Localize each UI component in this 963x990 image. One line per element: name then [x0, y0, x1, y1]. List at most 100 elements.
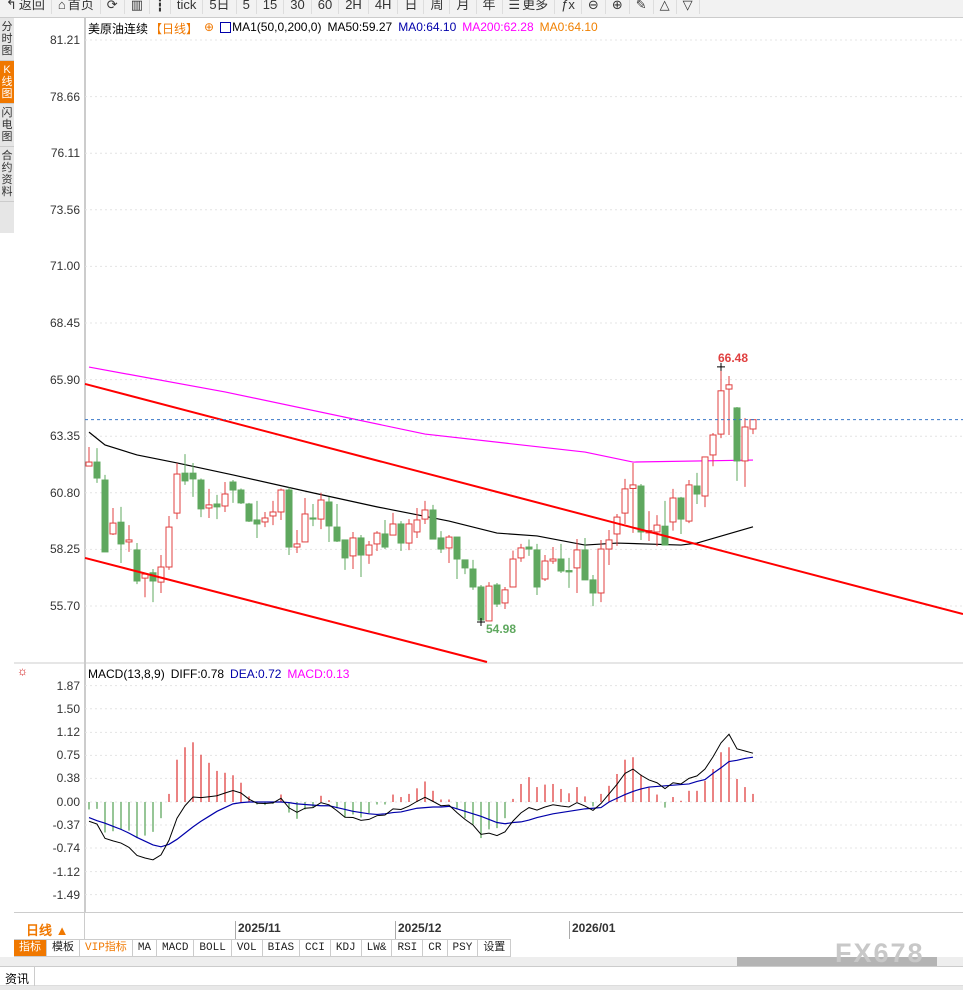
- fx678-watermark: FX678: [835, 938, 925, 968]
- candle: [501, 586, 509, 609]
- candle: [117, 506, 125, 564]
- candle: [373, 531, 381, 552]
- candle-body: [101, 479, 109, 553]
- candle-body: [125, 539, 133, 543]
- candle-body: [549, 558, 557, 562]
- ma200-value: MA200:62.28: [462, 20, 534, 34]
- candle: [381, 519, 389, 550]
- candle-body: [733, 407, 741, 462]
- tab-indicator-1[interactable]: 模板: [47, 940, 80, 957]
- toolbar-button-9[interactable]: 30: [284, 0, 312, 14]
- toolbar: ↰ 返回 ⌂ 首页 ⟳ ▥ ┇ tick 5日 5 15 30 60 2H 4H 日周月年 ☰ 更多 ƒx ⊖ ⊕ ✎ △ ▽: [0, 0, 963, 18]
- pencil-label: ✎: [635, 0, 647, 12]
- sidebar-tab-2[interactable]: 闪电图: [0, 104, 14, 147]
- tab-indicator-13[interactable]: PSY: [447, 940, 479, 957]
- main-legend: 美原油连续 【日线】 ⊕ MA1(50,0,200,0) MA50:59.27 …: [88, 20, 598, 37]
- toolbar-button-22[interactable]: △: [654, 0, 677, 14]
- candle-body: [685, 484, 693, 522]
- candle-body: [517, 547, 525, 559]
- tab-news[interactable]: 资讯: [0, 967, 36, 987]
- trendline[interactable]: [84, 556, 488, 663]
- toolbar-button-18[interactable]: ƒx: [555, 0, 582, 14]
- toolbar-button-11[interactable]: 2H: [339, 0, 369, 14]
- candle-body: [365, 544, 373, 556]
- toolbar-button-23[interactable]: ▽: [677, 0, 700, 14]
- zoom-out-label: ⊖: [587, 0, 599, 12]
- add-indicator-icon[interactable]: ⊕: [204, 20, 215, 34]
- scrollbar[interactable]: [0, 957, 963, 966]
- tab-indicator-4[interactable]: MACD: [157, 940, 195, 957]
- macd-tick-label: -0.37: [52, 818, 80, 832]
- candle-body: [701, 456, 709, 497]
- toolbar-label: 30: [290, 0, 305, 12]
- tab-indicator-0[interactable]: 指标: [14, 940, 47, 957]
- candle-body: [741, 426, 749, 462]
- candle-body: [477, 586, 485, 621]
- toolbar-button-21[interactable]: ✎: [630, 0, 654, 14]
- candle: [565, 557, 573, 588]
- toolbar-button-3[interactable]: ▥: [125, 0, 150, 14]
- sidebar-tab-3[interactable]: 合约资料: [0, 147, 14, 202]
- zoom-in-label: ⊕: [611, 0, 623, 12]
- ma-settings-icon[interactable]: [220, 22, 232, 33]
- toolbar-button-1[interactable]: ⌂ 首页: [52, 0, 101, 14]
- period-selector[interactable]: 日线 ▲: [14, 912, 85, 939]
- tab-indicator-9[interactable]: KDJ: [330, 940, 362, 957]
- candle-body: [485, 585, 493, 622]
- toolbar-button-4[interactable]: ┇: [150, 0, 171, 14]
- trendline[interactable]: [84, 382, 963, 616]
- tab-indicator-8[interactable]: CCI: [300, 940, 331, 957]
- candle: [181, 454, 189, 485]
- tab-indicator-12[interactable]: CR: [423, 940, 448, 957]
- home-icon: ⌂: [57, 0, 66, 12]
- sidebar-tab-1[interactable]: K线图: [0, 61, 14, 104]
- toolbar-button-10[interactable]: 60: [312, 0, 340, 14]
- toolbar-button-7[interactable]: 5: [237, 0, 257, 14]
- toolbar-button-17[interactable]: ☰ 更多: [503, 0, 556, 14]
- candle-body: [229, 481, 237, 491]
- tab-indicator-11[interactable]: RSI: [392, 940, 424, 957]
- price-tick-label: 76.11: [50, 146, 80, 161]
- candle: [125, 525, 133, 552]
- tab-indicator-14[interactable]: 设置: [478, 940, 512, 957]
- candle-body: [213, 503, 221, 508]
- macd-tick-label: -1.12: [52, 864, 80, 879]
- toolbar-button-8[interactable]: 15: [257, 0, 285, 14]
- candle-body: [581, 549, 589, 581]
- sidebar-tab-0[interactable]: 分时图: [0, 18, 14, 61]
- macd-settings-icon[interactable]: ☼: [17, 664, 28, 678]
- toolbar-button-13[interactable]: 日: [398, 0, 425, 14]
- toolbar-button-0[interactable]: ↰ 返回: [0, 0, 52, 14]
- bar-chart-icon: ▥: [130, 0, 143, 12]
- candle: [261, 511, 269, 528]
- tab-indicator-6[interactable]: VOL: [231, 940, 263, 957]
- tab-indicator-7[interactable]: BIAS: [262, 940, 301, 957]
- tab-indicator-2[interactable]: VIP指标: [80, 940, 133, 957]
- candle-body: [669, 497, 677, 523]
- toolbar-button-15[interactable]: 月: [450, 0, 477, 14]
- candle: [557, 543, 565, 574]
- toolbar-button-14[interactable]: 周: [424, 0, 451, 14]
- price-tick-label: 63.35: [49, 429, 80, 444]
- toolbar-button-5[interactable]: tick: [171, 0, 204, 14]
- tab-indicator-10[interactable]: LW&: [361, 940, 393, 957]
- candle: [589, 575, 597, 607]
- scrollbar-thumb[interactable]: [737, 957, 937, 966]
- toolbar-button-20[interactable]: ⊕: [606, 0, 630, 14]
- back-arrow-icon: ↰: [6, 0, 17, 12]
- toolbar-button-2[interactable]: ⟳: [101, 0, 125, 14]
- toolbar-button-16[interactable]: 年: [477, 0, 503, 14]
- candle: [293, 529, 301, 554]
- candle-body: [709, 434, 717, 456]
- toolbar-button-6[interactable]: 5日: [203, 0, 237, 14]
- macd-tick-label: 1.12: [56, 725, 80, 740]
- tab-indicator-5[interactable]: BOLL: [194, 940, 232, 957]
- toolbar-button-19[interactable]: ⊖: [582, 0, 606, 14]
- candle: [101, 474, 109, 553]
- toolbar-button-12[interactable]: 4H: [369, 0, 399, 14]
- candle-body: [157, 566, 165, 583]
- candle-body: [589, 579, 597, 594]
- macd-name: MACD(13,8,9): [88, 667, 165, 681]
- tab-indicator-3[interactable]: MA: [132, 940, 158, 957]
